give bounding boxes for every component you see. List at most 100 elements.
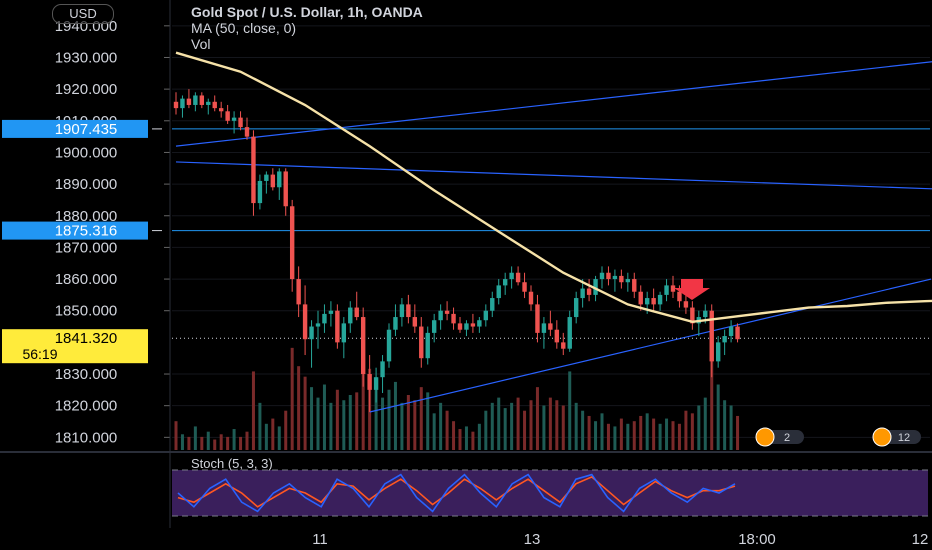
volume-bar: [723, 400, 727, 450]
volume-bar: [484, 410, 488, 450]
level-tag-label: 1907.435: [55, 121, 118, 138]
candle-body: [606, 272, 611, 280]
candle-body: [419, 326, 424, 359]
candle-body: [264, 174, 269, 181]
candle-body: [664, 285, 669, 295]
candle-body: [412, 317, 418, 327]
volume-bar: [387, 389, 391, 450]
candle-body: [651, 298, 656, 305]
candle-body: [490, 298, 495, 311]
countdown-label: 56:19: [22, 346, 57, 362]
vol-legend[interactable]: Vol: [191, 36, 211, 52]
candle-body: [548, 323, 553, 330]
volume-bar: [400, 402, 404, 450]
candle-body: [612, 275, 618, 280]
candle-body: [535, 304, 540, 333]
candle-body: [644, 298, 650, 305]
price-tick-label: 1900.000: [55, 144, 118, 161]
candle-body: [554, 329, 560, 343]
candle-body: [709, 310, 714, 362]
volume-bar: [523, 410, 527, 450]
candle-body: [225, 111, 230, 121]
candle-body: [257, 180, 263, 204]
volume-bar: [180, 434, 184, 450]
volume-bar: [426, 392, 430, 450]
candle-body: [431, 320, 437, 333]
candle-body: [690, 307, 695, 324]
candle-body: [580, 288, 585, 299]
volume-bar: [568, 371, 572, 450]
volume-bar: [187, 436, 191, 450]
candle-body: [464, 323, 469, 330]
level-tag-label: 1875.316: [55, 223, 118, 240]
stoch-band: [172, 470, 928, 516]
candle-body: [399, 304, 405, 318]
volume-bar: [535, 387, 539, 450]
volume-bar: [264, 423, 268, 450]
volume-bar: [206, 431, 210, 450]
volume-bar: [729, 405, 733, 450]
us-flag-icon: [755, 427, 775, 447]
candle-body: [283, 171, 288, 207]
candle-body: [703, 310, 708, 318]
volume-bar: [297, 366, 301, 450]
volume-bar: [271, 418, 275, 450]
candle-body: [451, 313, 456, 324]
time-tick-label: 13: [524, 531, 541, 548]
volume-bar: [490, 402, 494, 450]
candle-body: [586, 288, 592, 295]
volume-bar: [245, 431, 249, 450]
volume-bar: [671, 421, 675, 450]
trendlines: [172, 61, 932, 413]
volume-bar: [232, 429, 236, 450]
current-price-label: 1841.320: [55, 330, 118, 347]
candle-body: [238, 117, 243, 128]
volume-bar: [697, 405, 701, 450]
price-tick-label: 1880.000: [55, 208, 118, 225]
candle-body: [593, 279, 598, 295]
symbol-title[interactable]: Gold Spot / U.S. Dollar, 1h, OANDA: [191, 4, 423, 20]
ma-legend[interactable]: MA (50, close, 0): [191, 20, 297, 36]
volume-bar: [613, 426, 617, 450]
candle-body: [632, 279, 637, 292]
volume-bar: [329, 402, 333, 450]
candle-body: [199, 95, 205, 105]
candle-body: [354, 307, 359, 318]
volume-bar: [348, 395, 352, 450]
candle-body: [457, 323, 463, 330]
volume-bar: [684, 410, 688, 450]
candle-body: [625, 279, 631, 283]
currency-button[interactable]: USD: [52, 4, 114, 24]
candle-body: [380, 361, 385, 378]
candle-body: [341, 323, 347, 343]
candle-body: [206, 101, 211, 105]
stoch-legend[interactable]: Stoch (5, 3, 3): [191, 456, 273, 471]
stochastic-panel: [0, 451, 932, 517]
candle-body: [335, 310, 340, 343]
volume-bar: [355, 392, 359, 450]
candle-body: [515, 272, 521, 283]
candle-body: [638, 291, 643, 305]
candle-body: [218, 108, 224, 112]
volume-bar: [342, 400, 346, 450]
candle-body: [186, 98, 192, 105]
volume-bar: [290, 347, 294, 450]
volume-bar: [219, 434, 223, 450]
volume-bar: [658, 423, 662, 450]
candle-body: [509, 272, 514, 280]
candle-body: [393, 317, 398, 330]
volume-bar: [303, 376, 307, 450]
volume-bar: [529, 400, 533, 450]
volume-bar: [690, 413, 694, 450]
volume-bar: [561, 405, 565, 450]
volume-bar: [632, 421, 636, 450]
price-tick-label: 1810.000: [55, 429, 118, 446]
volume-bar: [736, 415, 740, 450]
volume-bar: [193, 426, 197, 450]
candle-body: [677, 291, 682, 302]
volume-bar: [645, 413, 649, 450]
time-tick-label: 11: [312, 531, 328, 548]
candle-body: [438, 310, 443, 321]
chart-legend: Gold Spot / U.S. Dollar, 1h, OANDA MA (5…: [191, 4, 423, 52]
